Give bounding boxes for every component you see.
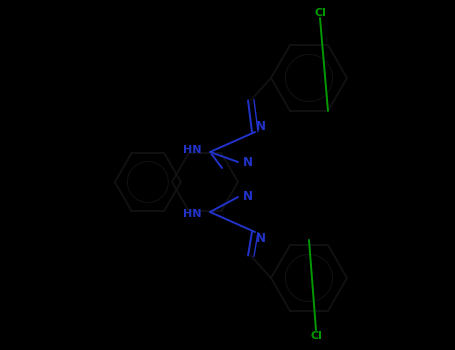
- Text: N: N: [243, 190, 253, 203]
- Text: Cl: Cl: [310, 331, 322, 341]
- Text: HN: HN: [183, 209, 202, 219]
- Text: HN: HN: [183, 145, 202, 155]
- Text: N: N: [256, 231, 266, 245]
- Text: Cl: Cl: [314, 8, 326, 18]
- Text: N: N: [243, 155, 253, 168]
- Text: N: N: [256, 119, 266, 133]
